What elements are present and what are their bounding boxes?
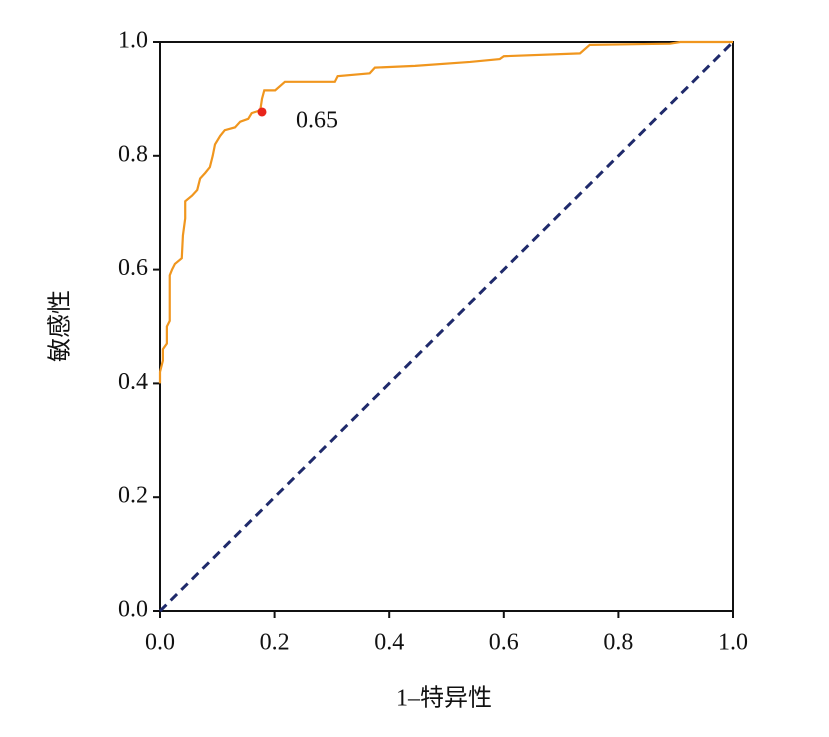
y-tick-label: 0.4 <box>118 369 148 395</box>
y-tick-label: 0.2 <box>118 483 148 509</box>
y-tick-label: 0.0 <box>118 597 148 623</box>
cutoff-point <box>257 107 267 117</box>
y-tick-label: 1.0 <box>118 28 148 54</box>
y-tick-label: 0.8 <box>118 141 148 167</box>
x-tick-label: 0.4 <box>374 630 404 656</box>
x-tick-label: 0.0 <box>145 630 175 656</box>
x-tick-label: 1.0 <box>718 630 748 656</box>
x-tick-label: 0.8 <box>603 630 633 656</box>
roc-line <box>158 40 733 384</box>
y-axis-label: 敏感性 <box>47 290 74 362</box>
cutoff-label: 0.65 <box>296 107 338 133</box>
plot-frame <box>159 41 734 612</box>
x-tick-label: 0.2 <box>260 630 290 656</box>
x-tick-label: 0.6 <box>489 630 519 656</box>
x-axis-label: 1–特异性 <box>396 685 492 712</box>
roc-line <box>158 40 735 613</box>
y-tick-label: 0.6 <box>118 255 148 281</box>
